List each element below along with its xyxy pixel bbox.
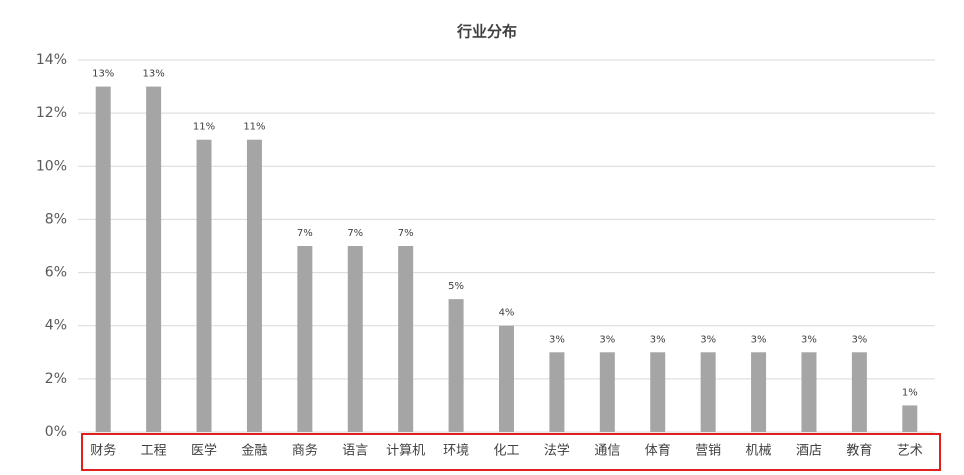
y-tick-label: 6% — [45, 265, 67, 281]
bar — [549, 352, 565, 432]
bar — [751, 352, 767, 432]
value-label: 3% — [650, 334, 666, 345]
y-tick-label: 12% — [36, 105, 67, 121]
bar — [347, 246, 363, 432]
y-tick-label: 10% — [36, 158, 67, 174]
x-tick-label: 商务 — [292, 443, 318, 459]
x-tick-label: 金融 — [241, 443, 267, 459]
x-tick-label: 机械 — [746, 444, 772, 459]
value-label: 3% — [700, 334, 716, 345]
value-label: 3% — [751, 334, 767, 345]
y-tick-label: 14% — [36, 52, 67, 68]
value-label: 11% — [243, 122, 265, 133]
x-tick-label: 环境 — [443, 444, 469, 459]
y-tick-label: 4% — [45, 318, 67, 334]
bar — [499, 325, 514, 432]
bar — [801, 352, 817, 432]
x-tick-label: 计算机 — [386, 444, 425, 459]
value-label: 3% — [549, 334, 565, 345]
y-tick-label: 0% — [45, 424, 67, 440]
value-label: 4% — [499, 308, 515, 319]
bar — [902, 405, 918, 432]
value-label: 5% — [448, 281, 464, 292]
value-label: 11% — [193, 122, 215, 133]
value-label: 3% — [801, 334, 817, 345]
bar — [398, 246, 414, 432]
x-tick-label: 体育 — [645, 443, 671, 459]
bar — [700, 352, 716, 432]
x-tick-label: 酒店 — [796, 444, 822, 459]
x-tick-label: 财务 — [90, 443, 116, 459]
value-label: 13% — [92, 69, 114, 80]
x-tick-label: 工程 — [141, 444, 167, 459]
value-label: 7% — [398, 228, 414, 239]
chart-title: 行业分布 — [456, 23, 517, 41]
value-label: 3% — [851, 334, 867, 345]
value-label: 1% — [902, 387, 918, 398]
bar — [448, 299, 464, 432]
bar — [196, 139, 212, 432]
x-tick-label: 营销 — [695, 444, 721, 459]
bar — [146, 86, 162, 433]
x-tick-label: 法学 — [544, 443, 570, 459]
x-tick-label: 语言 — [342, 444, 368, 459]
x-tick-label: 艺术 — [897, 444, 923, 459]
highlight-box — [81, 433, 941, 471]
x-tick-label: 医学 — [191, 443, 217, 459]
y-tick-label: 2% — [45, 371, 67, 387]
x-tick-label: 通信 — [594, 444, 620, 459]
bar — [297, 246, 313, 432]
value-label: 7% — [297, 228, 313, 239]
x-tick-label: 化工 — [493, 444, 519, 459]
bar — [599, 352, 615, 432]
bar — [246, 139, 262, 432]
value-label: 7% — [347, 228, 363, 239]
y-tick-label: 8% — [45, 211, 67, 227]
value-label: 3% — [599, 334, 615, 345]
bar — [95, 86, 111, 433]
bar — [851, 352, 867, 432]
value-label: 13% — [143, 69, 165, 80]
x-tick-label: 教育 — [846, 443, 872, 459]
bar — [650, 352, 666, 432]
